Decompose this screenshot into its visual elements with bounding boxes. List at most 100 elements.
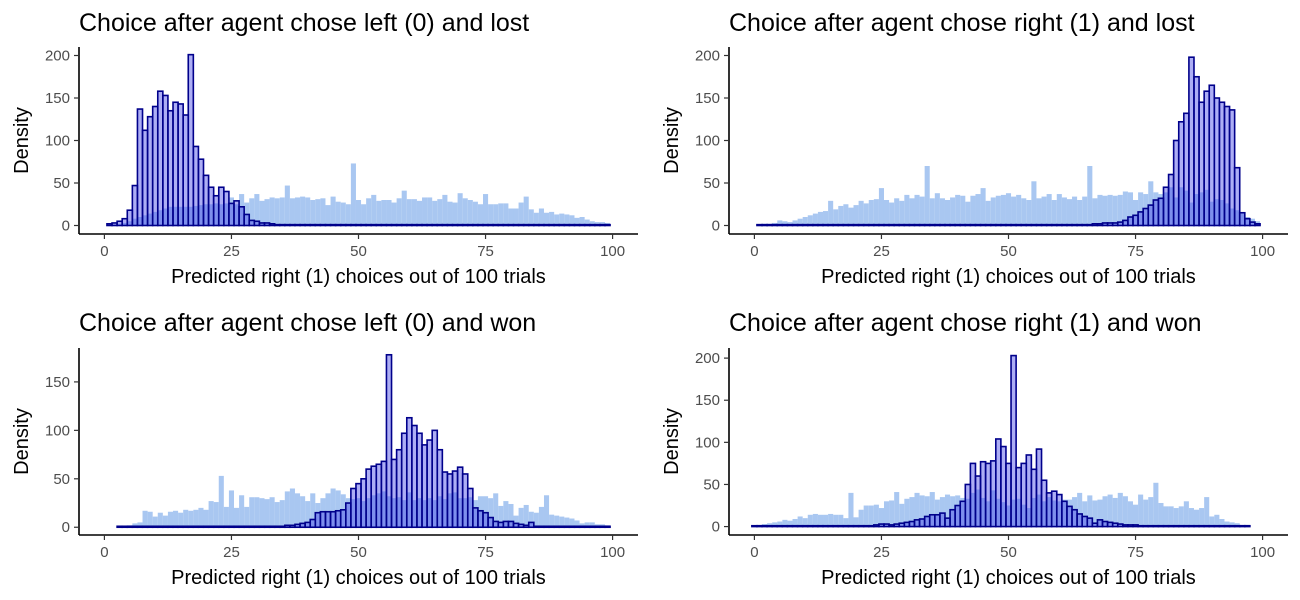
prior-bar bbox=[1051, 200, 1057, 226]
prior-bar bbox=[1077, 492, 1083, 527]
prior-bar bbox=[1056, 501, 1062, 527]
prior-bar bbox=[924, 496, 930, 527]
prior-bar bbox=[1188, 202, 1194, 226]
prior-bar bbox=[1193, 509, 1200, 527]
prior-bar bbox=[310, 493, 316, 528]
prior-bar bbox=[589, 522, 595, 528]
prior-bar bbox=[350, 163, 356, 226]
x-tick-label: 50 bbox=[350, 544, 367, 561]
prior-bar bbox=[1000, 502, 1006, 527]
y-tick-label: 0 bbox=[62, 519, 70, 536]
prior-bar bbox=[909, 497, 915, 527]
y-tick-label: 200 bbox=[695, 48, 720, 65]
prior-bar bbox=[167, 511, 174, 528]
prior-bar bbox=[1183, 190, 1189, 226]
prior-bar bbox=[564, 214, 570, 226]
chart-panel-3: 0 25 50 75 100 0 50 100 150 Choice after agent ch… bbox=[11, 309, 638, 589]
prior-bar bbox=[259, 200, 265, 226]
prior-bar bbox=[944, 494, 951, 527]
prior-bar bbox=[488, 204, 494, 226]
prior-bar bbox=[518, 202, 524, 226]
prior-bar bbox=[843, 204, 849, 226]
prior-bar bbox=[574, 520, 580, 528]
prior-bar bbox=[904, 194, 910, 226]
prior-bar bbox=[1229, 208, 1235, 226]
prior-bar bbox=[233, 507, 240, 528]
prior-bar bbox=[213, 203, 219, 226]
prior-bar bbox=[493, 493, 499, 528]
prior-bar bbox=[188, 510, 194, 528]
prior-bar bbox=[1102, 496, 1108, 527]
prior-bar bbox=[894, 492, 900, 527]
prior-bar bbox=[838, 514, 844, 527]
prior-bar bbox=[1209, 201, 1215, 226]
x-axis-label: Predicted right (1) choices out of 100 t… bbox=[821, 567, 1196, 589]
y-tick-label: 150 bbox=[695, 90, 720, 107]
y-tick-label: 150 bbox=[45, 374, 70, 391]
prior-bar bbox=[391, 202, 397, 226]
prior-bar bbox=[1117, 492, 1123, 527]
prior-bar bbox=[279, 500, 285, 528]
prior-bar bbox=[345, 204, 351, 226]
prior-bar bbox=[828, 513, 834, 527]
prior-bar bbox=[528, 511, 534, 528]
prior-histogram bbox=[106, 163, 611, 226]
prior-bar bbox=[274, 198, 280, 226]
prior-bar bbox=[802, 518, 808, 527]
prior-bar bbox=[1041, 196, 1047, 226]
prior-bar bbox=[315, 503, 321, 528]
y-tick-label: 0 bbox=[712, 218, 720, 235]
prior-bar bbox=[909, 198, 915, 226]
prior-bar bbox=[173, 510, 179, 528]
prior-bar bbox=[498, 203, 504, 226]
prior-bar bbox=[117, 223, 123, 226]
prior-bar bbox=[1244, 217, 1250, 226]
y-axis-label: Density bbox=[661, 408, 683, 475]
prior-bar bbox=[427, 197, 433, 226]
prior-bar bbox=[1138, 494, 1144, 527]
prior-bar bbox=[807, 215, 813, 226]
prior-bar bbox=[1127, 501, 1134, 527]
prior-bar bbox=[137, 217, 143, 226]
chart-title: Choice after agent chose left (0) and wo… bbox=[79, 309, 536, 337]
prior-bar bbox=[1188, 508, 1194, 527]
prior-bar bbox=[554, 214, 560, 226]
prior-bar bbox=[1173, 508, 1179, 527]
prior-bar bbox=[137, 522, 143, 528]
prior-bar bbox=[823, 514, 829, 527]
prior-bar bbox=[132, 218, 138, 226]
prior-bar bbox=[797, 218, 803, 226]
prior-bar bbox=[350, 499, 356, 528]
prior-bar bbox=[477, 204, 484, 226]
chart-panel-4: 0 25 50 75 100 0 50 100 150 200 Choice after agent… bbox=[661, 309, 1288, 589]
prior-bar bbox=[584, 219, 590, 226]
prior-bar bbox=[523, 504, 529, 528]
prior-bar bbox=[950, 197, 956, 226]
prior-bar bbox=[355, 498, 362, 528]
prior-bar bbox=[208, 501, 214, 528]
prior-bar bbox=[254, 497, 260, 528]
prior-bar bbox=[812, 513, 818, 527]
posterior-histogram bbox=[116, 353, 611, 529]
prior-bar bbox=[1097, 194, 1103, 226]
prior-bar bbox=[833, 514, 839, 527]
prior-bar bbox=[167, 206, 174, 226]
prior-bar bbox=[812, 213, 818, 226]
posterior-histogram bbox=[106, 53, 611, 227]
prior-bar bbox=[970, 492, 976, 527]
prior-bar bbox=[914, 194, 920, 226]
prior-bar bbox=[335, 490, 341, 528]
prior-bar bbox=[1138, 192, 1144, 226]
prior-bar bbox=[416, 200, 423, 226]
prior-bar bbox=[1163, 506, 1169, 527]
prior-bar bbox=[1153, 192, 1159, 226]
prior-bar bbox=[366, 498, 372, 528]
prior-bar bbox=[406, 492, 412, 528]
prior-bar bbox=[929, 492, 935, 527]
prior-bar bbox=[294, 493, 301, 528]
prior-bar bbox=[823, 211, 829, 226]
prior-bar bbox=[269, 197, 275, 226]
y-axis-label: Density bbox=[661, 107, 683, 174]
prior-bar bbox=[1204, 189, 1210, 226]
prior-bar bbox=[828, 200, 834, 226]
